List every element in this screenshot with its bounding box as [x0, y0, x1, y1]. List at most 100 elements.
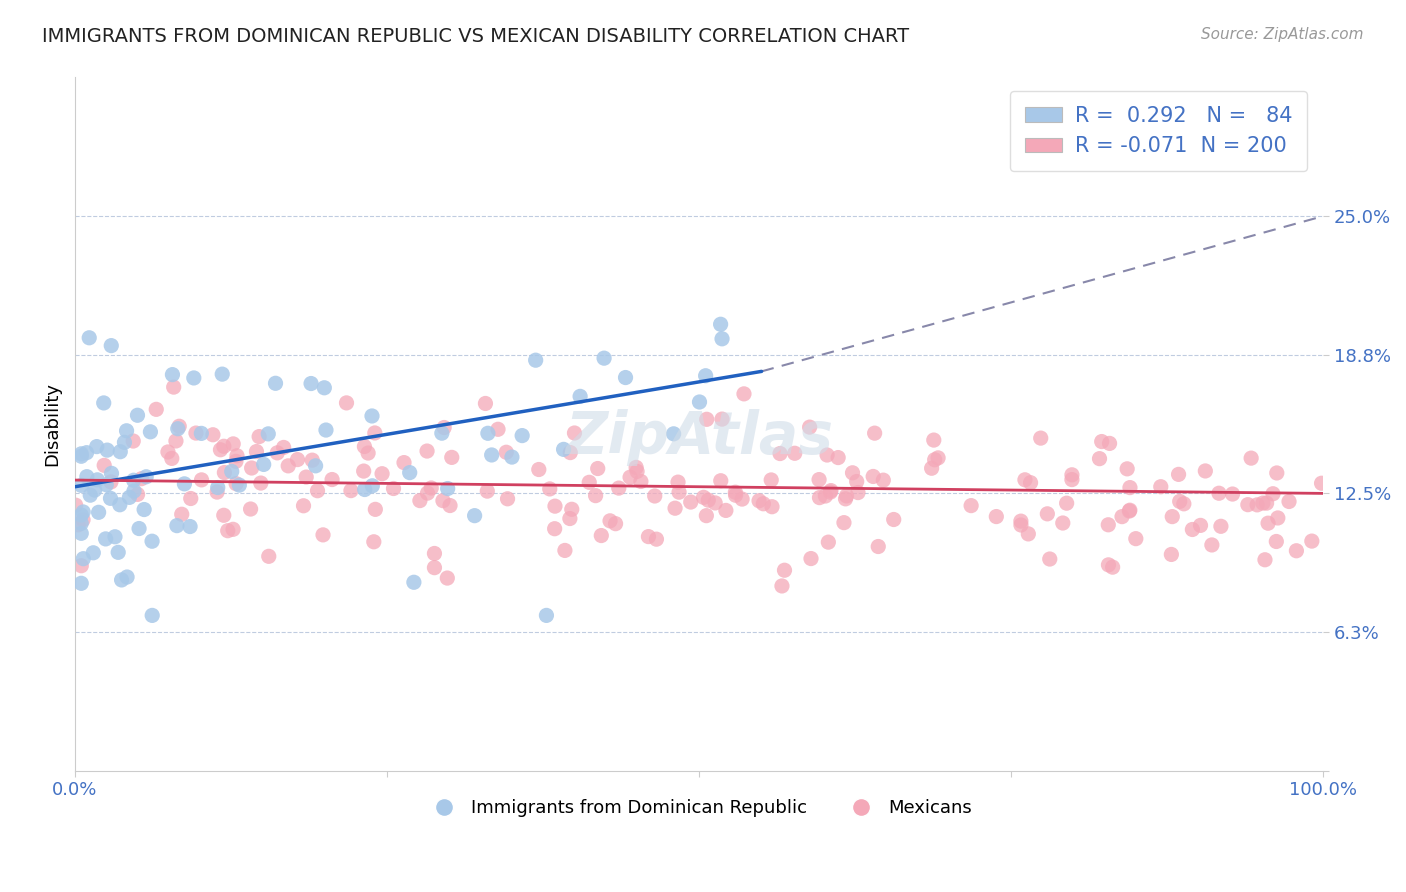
- Point: [416, 444, 439, 458]
- Point: [1301, 534, 1323, 549]
- Point: [82, 546, 104, 560]
- Point: [666, 475, 689, 490]
- Point: [314, 381, 336, 395]
- Point: [115, 570, 138, 584]
- Point: [1060, 467, 1083, 482]
- Point: [1014, 473, 1036, 487]
- Point: [710, 474, 733, 488]
- Point: [689, 395, 711, 409]
- Point: [70, 526, 93, 541]
- Point: [173, 476, 195, 491]
- Point: [94, 532, 117, 546]
- Point: [295, 470, 318, 484]
- Point: [307, 483, 329, 498]
- Point: [714, 503, 737, 517]
- Point: [190, 426, 212, 441]
- Point: [841, 466, 863, 480]
- Point: [820, 485, 842, 500]
- Point: [118, 491, 141, 505]
- Point: [624, 460, 647, 475]
- Point: [1237, 498, 1260, 512]
- Point: [543, 522, 565, 536]
- Point: [1261, 487, 1284, 501]
- Point: [353, 440, 375, 454]
- Point: [1010, 518, 1032, 533]
- Point: [131, 472, 153, 486]
- Point: [122, 434, 145, 448]
- Point: [924, 452, 946, 467]
- Point: [110, 573, 132, 587]
- Point: [619, 470, 641, 484]
- Point: [76, 469, 98, 483]
- Point: [65, 498, 87, 512]
- Point: [166, 422, 188, 436]
- Point: [724, 488, 747, 502]
- Point: [960, 499, 983, 513]
- Point: [166, 518, 188, 533]
- Point: [1267, 511, 1289, 525]
- Point: [440, 450, 463, 465]
- Point: [201, 427, 224, 442]
- Point: [436, 482, 458, 496]
- Point: [122, 473, 145, 487]
- Point: [70, 508, 93, 522]
- Point: [212, 439, 235, 453]
- Point: [569, 389, 592, 403]
- Point: [321, 473, 343, 487]
- Point: [1101, 560, 1123, 574]
- Point: [100, 491, 122, 506]
- Point: [277, 458, 299, 473]
- Point: [1285, 543, 1308, 558]
- Point: [72, 513, 94, 527]
- Point: [239, 502, 262, 516]
- Point: [630, 475, 652, 489]
- Point: [474, 396, 496, 410]
- Point: [122, 483, 145, 498]
- Point: [70, 516, 93, 531]
- Point: [761, 500, 783, 514]
- Point: [398, 466, 420, 480]
- Point: [222, 522, 245, 536]
- Point: [226, 449, 249, 463]
- Point: [769, 446, 792, 460]
- Point: [815, 448, 838, 462]
- Point: [423, 560, 446, 574]
- Point: [1097, 558, 1119, 572]
- Point: [432, 493, 454, 508]
- Point: [212, 508, 235, 523]
- Point: [141, 534, 163, 549]
- Point: [209, 442, 232, 457]
- Point: [593, 351, 616, 366]
- Point: [228, 478, 250, 492]
- Point: [1257, 516, 1279, 531]
- Point: [1125, 532, 1147, 546]
- Point: [553, 442, 575, 457]
- Point: [1168, 494, 1191, 508]
- Point: [1017, 527, 1039, 541]
- Point: [211, 367, 233, 381]
- Point: [301, 453, 323, 467]
- Point: [72, 551, 94, 566]
- Point: [697, 493, 720, 508]
- Point: [93, 396, 115, 410]
- Point: [626, 464, 648, 478]
- Point: [1036, 507, 1059, 521]
- Point: [773, 563, 796, 577]
- Point: [340, 483, 363, 498]
- Point: [409, 493, 432, 508]
- Point: [250, 476, 273, 491]
- Point: [225, 476, 247, 491]
- Point: [1265, 466, 1288, 480]
- Point: [800, 551, 823, 566]
- Point: [1119, 481, 1142, 495]
- Point: [464, 508, 486, 523]
- Point: [135, 470, 157, 484]
- Point: [128, 522, 150, 536]
- Point: [207, 481, 229, 495]
- Y-axis label: Disability: Disability: [44, 382, 60, 466]
- Point: [156, 445, 179, 459]
- Point: [922, 433, 945, 447]
- Point: [160, 451, 183, 466]
- Point: [827, 450, 849, 465]
- Point: [614, 370, 637, 384]
